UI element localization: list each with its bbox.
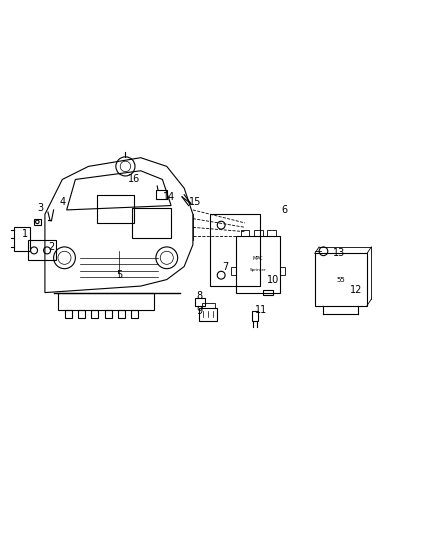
Bar	[210, 214, 260, 286]
Bar	[28, 240, 56, 260]
Bar	[34, 219, 41, 225]
Text: 9: 9	[196, 306, 202, 316]
Text: 55: 55	[336, 277, 345, 282]
Text: 12: 12	[350, 286, 362, 295]
Bar	[92, 310, 99, 318]
Text: 4: 4	[59, 197, 65, 207]
Text: 6: 6	[281, 205, 287, 215]
Bar	[78, 310, 85, 318]
Bar	[262, 289, 273, 295]
Text: 15: 15	[189, 197, 201, 207]
Bar	[280, 266, 285, 275]
Bar	[58, 293, 154, 310]
Bar	[117, 310, 124, 318]
Bar	[156, 190, 167, 199]
Bar	[231, 266, 237, 275]
Bar	[252, 311, 258, 321]
Text: 2: 2	[48, 242, 55, 252]
Text: MPC: MPC	[253, 256, 263, 261]
Bar	[237, 236, 280, 293]
Bar	[195, 298, 205, 305]
Bar	[131, 310, 138, 318]
Bar	[132, 208, 171, 238]
Bar	[254, 230, 262, 236]
Text: 1: 1	[22, 229, 28, 239]
Bar	[199, 308, 217, 321]
Bar	[65, 310, 72, 318]
Text: Sprinter: Sprinter	[250, 268, 266, 272]
Bar	[241, 230, 250, 236]
Text: 3: 3	[38, 203, 44, 213]
Text: 16: 16	[128, 174, 140, 184]
Text: 13: 13	[332, 248, 345, 259]
Text: 8: 8	[196, 291, 202, 301]
Bar	[267, 230, 276, 236]
Bar	[315, 254, 367, 305]
Text: 7: 7	[223, 262, 229, 271]
Bar	[201, 303, 215, 308]
Text: 14: 14	[163, 192, 175, 202]
Bar	[97, 195, 134, 223]
Text: 5: 5	[116, 270, 122, 280]
Bar	[14, 228, 30, 251]
Bar	[105, 310, 112, 318]
Text: 10: 10	[267, 274, 279, 285]
Text: 11: 11	[255, 305, 267, 315]
